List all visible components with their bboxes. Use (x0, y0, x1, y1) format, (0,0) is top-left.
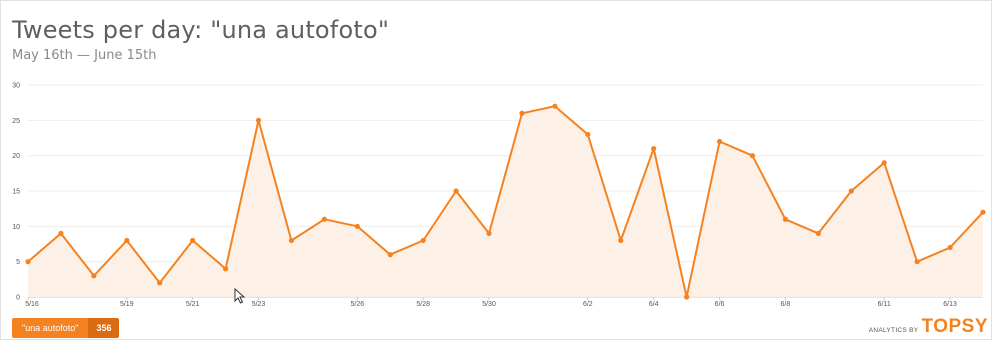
data-point-6/11[interactable] (881, 160, 887, 166)
data-point-6/8[interactable] (782, 216, 789, 222)
y-tick-label: 25 (12, 118, 20, 125)
x-tick-label: 6/8 (781, 301, 791, 308)
y-tick-label: 5 (16, 259, 20, 266)
chart-title: Tweets per day: "una autofoto" (12, 16, 390, 44)
data-point-6/14[interactable] (980, 209, 986, 215)
x-tick-label: 6/11 (878, 301, 891, 308)
y-tick-label: 20 (12, 153, 20, 160)
data-point-5/26[interactable] (354, 223, 360, 229)
data-point-5/23[interactable] (255, 117, 262, 123)
brand-by-text: ANALYTICS BY (868, 327, 919, 334)
x-tick-label: 6/4 (649, 301, 659, 308)
y-tick-label: 0 (16, 295, 20, 302)
data-point-6/7[interactable] (749, 153, 756, 159)
data-point-6/3[interactable] (618, 237, 624, 244)
mouse-pointer-icon (234, 288, 246, 304)
x-tick-label: 5/26 (350, 301, 364, 308)
x-tick-label: 6/2 (583, 301, 593, 308)
data-point-5/31[interactable] (519, 110, 525, 116)
x-tick-label: 6/13 (943, 301, 957, 308)
topsy-brand: ANALYTICS BY TOPSY (869, 316, 988, 338)
data-point-6/9[interactable] (815, 230, 821, 236)
chart-subtitle: May 16th — June 15th (12, 48, 157, 63)
series-layer (25, 103, 986, 300)
x-tick-label: 5/19 (120, 301, 134, 308)
y-tick-label: 10 (12, 224, 20, 231)
data-point-6/13[interactable] (947, 244, 953, 251)
data-point-5/28[interactable] (420, 237, 426, 244)
data-point-6/5[interactable] (684, 294, 690, 300)
data-point-6/1[interactable] (552, 103, 558, 109)
x-tick-label: 5/21 (186, 301, 200, 308)
x-axis: 5/16 5/19 5/21 5/23 5/26 5/28 5/30 6/2 6/4 6/6 6/8… (25, 297, 957, 308)
data-point-5/27[interactable] (387, 252, 393, 258)
data-point-6/2[interactable] (585, 131, 591, 138)
data-point-6/6[interactable] (716, 138, 723, 145)
data-point-5/30[interactable] (486, 230, 492, 236)
data-point-5/29[interactable] (453, 188, 459, 194)
x-tick-label: 6/6 (715, 301, 725, 308)
data-point-5/21[interactable] (190, 237, 196, 244)
x-tick-label: 5/30 (482, 301, 496, 308)
y-tick-label: 30 (12, 83, 20, 90)
data-point-6/4[interactable] (651, 146, 657, 152)
data-point-5/25[interactable] (321, 216, 327, 222)
data-point-5/17[interactable] (58, 230, 64, 236)
topsy-logo: TOPSY (921, 316, 988, 337)
data-point-5/22[interactable] (222, 266, 229, 272)
data-point-5/20[interactable] (157, 280, 163, 286)
legend-badge[interactable]: "una autofoto" 356 (12, 318, 120, 338)
series-line (27, 105, 984, 298)
legend-series-count: 356 (88, 318, 120, 338)
y-axis: 0 5 10 15 20 25 30 (12, 83, 20, 302)
legend-series-label: "una autofoto" (12, 318, 89, 338)
data-point-6/10[interactable] (848, 188, 854, 194)
data-point-5/18[interactable] (91, 273, 97, 279)
x-tick-label: 5/23 (252, 301, 266, 308)
data-point-5/24[interactable] (288, 237, 295, 244)
x-tick-label: 5/16 (25, 301, 39, 308)
data-point-6/12[interactable] (914, 259, 920, 265)
x-tick-label: 5/28 (416, 301, 430, 308)
data-point-5/19[interactable] (124, 237, 130, 244)
data-point-5/16[interactable] (25, 259, 31, 265)
y-tick-label: 15 (12, 189, 20, 196)
